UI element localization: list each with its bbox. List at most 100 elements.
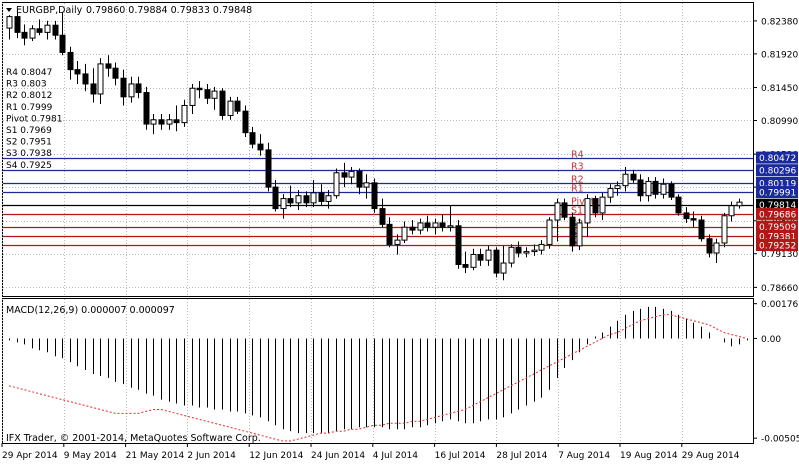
candle: [630, 169, 637, 183]
candle: [462, 251, 469, 274]
candle: [668, 181, 675, 201]
candle-body: [150, 119, 157, 125]
candle: [706, 234, 713, 258]
candle-body: [204, 89, 211, 99]
candle-body: [584, 198, 591, 224]
x-tick-label: 29 Aug 2014: [682, 451, 740, 461]
candle-body: [249, 132, 256, 145]
candle: [432, 218, 439, 235]
y-tick-label: 0.81450: [761, 84, 798, 94]
candle: [341, 162, 348, 188]
x-tick-label: 7 Aug 2014: [558, 451, 610, 461]
candle: [401, 221, 408, 243]
y-tick-label: 0.80990: [761, 117, 798, 127]
macd-y-tick-label: 0.001763: [761, 300, 799, 310]
pivot-price-label: 0.79381: [759, 232, 796, 242]
candle-body: [52, 24, 59, 36]
candle-body: [675, 196, 682, 214]
candle: [523, 247, 530, 258]
candle-body: [599, 196, 606, 214]
candle-body: [242, 110, 249, 134]
pivot-table-row: S1 0.7969: [6, 126, 52, 136]
ohlc-header: 0.79860 0.79884 0.79833 0.79848: [86, 5, 252, 16]
candle-body: [272, 186, 279, 210]
candle-body: [409, 226, 416, 231]
candle-body: [401, 226, 408, 241]
candle: [637, 174, 644, 202]
candle-body: [531, 249, 538, 253]
candle-body: [173, 119, 180, 124]
macd-indicator: [8, 306, 748, 442]
candle: [295, 189, 302, 211]
candle-body: [706, 238, 713, 254]
candle: [417, 218, 424, 235]
candle: [652, 177, 659, 199]
pivot-line-label: S1: [571, 206, 583, 217]
candle-body: [394, 239, 401, 245]
pivot-table-row: R3 0.803: [6, 80, 47, 90]
candle-body: [630, 173, 637, 181]
pivot-line-label: R1: [571, 184, 584, 195]
candle-body: [637, 179, 644, 197]
candle: [211, 86, 218, 110]
candle: [622, 167, 629, 192]
pivot-price-box: [756, 207, 798, 220]
candle-body: [280, 198, 287, 210]
chevron-down-icon[interactable]: [6, 8, 12, 12]
candle-body: [325, 195, 332, 202]
candle-body: [477, 253, 484, 261]
candle: [128, 76, 135, 103]
pivot-price-label: 0.80296: [759, 167, 796, 177]
pivot-price-box: [756, 220, 798, 233]
candle: [500, 245, 507, 281]
candle: [265, 142, 272, 192]
candle: [599, 192, 606, 221]
candle-body: [341, 172, 348, 178]
candle-body: [219, 90, 226, 116]
candle: [546, 217, 553, 249]
x-tick-label: 9 May 2014: [64, 451, 117, 461]
candle: [227, 96, 234, 120]
candle-body: [105, 63, 112, 69]
candle-body: [576, 222, 583, 247]
pivot-line-label: R3: [571, 162, 584, 173]
pivot-price-box: [756, 176, 798, 189]
macd-axis: 0.001763 0.00 -0.005057: [753, 300, 799, 445]
candle-body: [196, 87, 203, 91]
candle-body: [493, 249, 500, 274]
candle: [14, 9, 21, 39]
candle-body: [432, 222, 439, 228]
candle: [21, 24, 28, 46]
candle-body: [538, 243, 545, 251]
candle: [105, 55, 112, 77]
candle: [257, 134, 264, 156]
main-panel: [2, 2, 754, 297]
candle-body: [462, 263, 469, 268]
candle: [379, 198, 386, 228]
candle: [310, 179, 317, 208]
candle-body: [645, 180, 652, 197]
candle: [120, 69, 127, 106]
candle-body: [447, 225, 454, 228]
candle-body: [561, 202, 568, 218]
symbol-header: EURGBP,Daily: [16, 5, 83, 16]
candle: [470, 248, 477, 271]
candle-body: [234, 100, 241, 112]
candle: [166, 114, 173, 130]
candle-body: [36, 28, 43, 33]
candle-body: [713, 242, 720, 254]
candle-body: [607, 188, 614, 198]
pivot-line-label: Pivot: [571, 197, 595, 208]
candles: [6, 9, 743, 281]
candle: [561, 198, 568, 221]
candle-body: [211, 90, 218, 99]
candle: [675, 194, 682, 216]
x-tick-label: 12 Jun 2014: [249, 451, 303, 461]
candle-body: [508, 246, 515, 264]
candle: [508, 244, 515, 268]
candle-body: [97, 63, 104, 95]
pivot-price-label: 0.79814: [759, 201, 796, 211]
candle: [439, 214, 446, 232]
candle-body: [424, 222, 431, 228]
candle: [173, 105, 180, 132]
